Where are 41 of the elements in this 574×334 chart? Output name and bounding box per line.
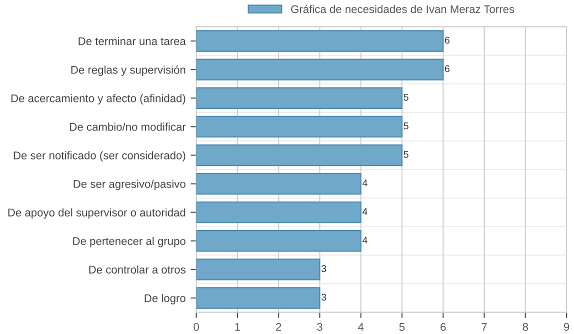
y-tick-label: De acercamiento y afecto (afinidad) bbox=[11, 94, 186, 104]
x-tick-label: 7 bbox=[482, 323, 487, 331]
data-label: 4 bbox=[362, 180, 368, 186]
y-tick-label: De terminar una tarea bbox=[78, 36, 186, 46]
data-label: 6 bbox=[445, 65, 450, 72]
bar bbox=[196, 30, 444, 52]
data-label: 3 bbox=[321, 265, 326, 272]
data-label: 5 bbox=[404, 94, 408, 101]
bar bbox=[196, 87, 403, 109]
x-tick-label: 1 bbox=[235, 323, 240, 331]
y-tick-label: De reglas y supervisión bbox=[71, 65, 186, 76]
x-tick-label: 3 bbox=[317, 323, 322, 331]
bar bbox=[196, 172, 362, 195]
x-tick-label: 0 bbox=[194, 323, 199, 331]
data-label: 5 bbox=[404, 122, 408, 130]
y-tick-label: De ser agresivo/pasivo bbox=[74, 180, 186, 190]
x-tick-label: 4 bbox=[358, 323, 364, 331]
data-label: 5 bbox=[404, 151, 408, 158]
y-tick-label: De pertenecer al grupo bbox=[73, 236, 186, 248]
data-label: 4 bbox=[362, 208, 368, 215]
y-tick-label: De ser notificado (ser considerado) bbox=[14, 151, 186, 162]
x-tick-label: 9 bbox=[564, 323, 570, 331]
bar bbox=[196, 230, 362, 252]
y-tick-label: De controlar a otros bbox=[89, 265, 186, 274]
bar bbox=[196, 202, 362, 224]
x-tick-label: 8 bbox=[522, 323, 528, 331]
y-tick-label: De logro bbox=[144, 294, 186, 304]
data-label: 6 bbox=[445, 36, 450, 44]
bar bbox=[196, 144, 403, 166]
x-tick-label: 5 bbox=[399, 323, 405, 331]
legend-label: Gráfica de necesidades de Ivan Meraz Torres bbox=[291, 4, 514, 14]
bar bbox=[196, 116, 403, 138]
data-label: 3 bbox=[321, 294, 326, 301]
y-tick-label: De cambio/no modificar bbox=[70, 122, 186, 131]
y-tick-label: De apoyo del supervisor o autoridad bbox=[8, 208, 186, 219]
bar bbox=[196, 58, 444, 80]
x-tick-label: 6 bbox=[440, 323, 446, 331]
data-label: 4 bbox=[362, 236, 368, 244]
bar bbox=[196, 287, 320, 309]
x-tick-label: 2 bbox=[276, 323, 282, 331]
bar bbox=[196, 258, 320, 280]
